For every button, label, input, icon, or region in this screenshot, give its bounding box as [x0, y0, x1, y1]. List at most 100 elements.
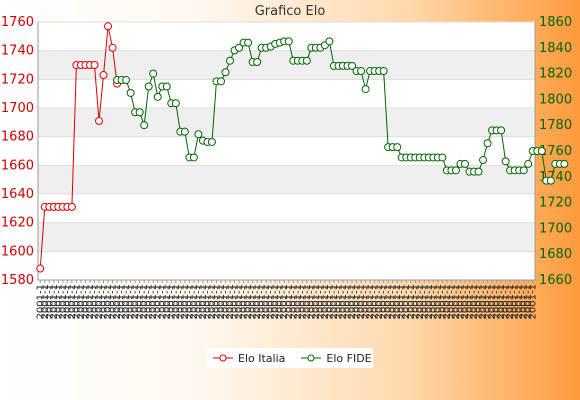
x-tick-label: 2001-1: [419, 284, 430, 319]
x-tick-label: 2001-1: [53, 284, 64, 319]
x-tick-label: 2001-1: [338, 284, 349, 319]
data-point-elo-fide: [560, 159, 569, 168]
data-point-elo-fide: [393, 143, 402, 152]
x-tick-label: 2001-1: [162, 284, 173, 319]
data-point-elo-fide: [194, 130, 203, 139]
x-tick-label: 2001-1: [216, 284, 227, 319]
x-tick-label: 2001-1: [266, 284, 277, 319]
x-tick-label: 2001-1: [62, 284, 73, 319]
x-tick-label: 2001-1: [415, 284, 426, 319]
x-tick-label: 2001-1: [302, 284, 313, 319]
x-tick-label: 2001-1: [279, 284, 290, 319]
left-tick-label: 1640: [1, 187, 34, 202]
x-tick-label: 2001-1: [76, 284, 87, 319]
data-point-elo-fide: [479, 156, 488, 165]
data-point-elo-fide: [348, 61, 357, 70]
legend-marker-elo-italia: [213, 354, 233, 362]
left-tick-label: 1580: [1, 273, 34, 288]
x-tick-label: 2001-1: [433, 284, 444, 319]
left-tick-label: 1680: [1, 130, 34, 145]
data-point-elo-italia: [36, 264, 45, 273]
x-tick-label: 2001-1: [446, 284, 457, 319]
data-point-elo-fide: [207, 137, 216, 146]
x-tick-label: 2001-1: [35, 284, 46, 319]
right-tick-label: 1780: [539, 118, 572, 133]
x-tick-label: 2001-1: [175, 284, 186, 319]
x-tick-label: 2001-1: [464, 284, 475, 319]
x-tick-label: 2001-1: [99, 284, 110, 319]
x-tick-label: 2001-1: [496, 284, 507, 319]
x-tick-label: 2001-1: [230, 284, 241, 319]
x-tick-label: 2001-1: [130, 284, 141, 319]
x-tick-label: 2001-1: [248, 284, 259, 319]
x-tick-label: 2001-1: [528, 284, 539, 319]
x-tick-label: 2001-1: [225, 284, 236, 319]
x-tick-label: 2001-1: [257, 284, 268, 319]
x-tick-label: 2001-1: [58, 284, 69, 319]
x-tick-label: 2001-1: [519, 284, 530, 319]
data-point-elo-italia: [104, 22, 113, 31]
x-tick-label: 2001-1: [184, 284, 195, 319]
x-tick-label: 2001-1: [460, 284, 471, 319]
x-tick-label: 2001-1: [410, 284, 421, 319]
data-point-elo-fide: [189, 153, 198, 162]
x-tick-label: 2001-1: [329, 284, 340, 319]
x-tick-label: 2001-1: [455, 284, 466, 319]
x-tick-label: 2001-1: [342, 284, 353, 319]
x-tick-label: 2001-1: [388, 284, 399, 319]
right-tick-label: 1840: [539, 41, 572, 56]
x-tick-label: 2001-1: [333, 284, 344, 319]
x-tick-label: 2001-1: [275, 284, 286, 319]
data-point-elo-fide: [357, 67, 366, 76]
data-point-elo-fide: [162, 82, 171, 91]
x-tick-label: 2001-1: [523, 284, 534, 319]
legend-item-elo-fide: Elo FIDE: [301, 351, 372, 365]
data-point-elo-fide: [497, 126, 506, 135]
x-tick-label: 2001-1: [365, 284, 376, 319]
x-tick-label: 2001-1: [117, 284, 128, 319]
data-point-elo-fide: [474, 167, 483, 176]
data-point-elo-fide: [379, 67, 388, 76]
x-tick-label: 2001-1: [221, 284, 232, 319]
data-point-elo-fide: [171, 99, 180, 108]
data-point-elo-fide: [216, 77, 225, 86]
x-tick-label: 2001-1: [180, 284, 191, 319]
x-tick-label: 2001-1: [189, 284, 200, 319]
x-tick-label: 2001-1: [510, 284, 521, 319]
x-tick-label: 2001-1: [139, 284, 150, 319]
x-tick-label: 2001-1: [40, 284, 51, 319]
x-tick-label: 2001-1: [270, 284, 281, 319]
x-tick-label: 2001-1: [469, 284, 480, 319]
legend-label-elo-fide: Elo FIDE: [326, 351, 372, 365]
x-tick-label: 2001-1: [193, 284, 204, 319]
data-point-elo-fide: [221, 68, 230, 77]
data-point-elo-fide: [284, 37, 293, 46]
x-tick-label: 2001-1: [44, 284, 55, 319]
x-tick-label: 2001-1: [284, 284, 295, 319]
x-tick-label: 2001-1: [121, 284, 132, 319]
x-tick-label: 2001-1: [157, 284, 168, 319]
left-tick-label: 1620: [1, 216, 34, 231]
x-tick-label: 2001-1: [478, 284, 489, 319]
right-tick-label: 1720: [539, 196, 572, 211]
data-point-elo-fide: [253, 57, 262, 66]
right-tick-label: 1800: [539, 92, 572, 107]
x-tick-label: 2001-1: [437, 284, 448, 319]
left-tick-label: 1760: [1, 15, 34, 30]
x-tick-label: 2001-1: [297, 284, 308, 319]
data-point-elo-fide: [226, 56, 235, 65]
x-tick-label: 2001-1: [356, 284, 367, 319]
data-point-elo-fide: [135, 108, 144, 117]
x-tick-label: 2001-1: [442, 284, 453, 319]
data-point-elo-fide: [140, 121, 149, 130]
chart-title: Grafico Elo: [254, 4, 326, 19]
x-tick-label: 2001-1: [80, 284, 91, 319]
x-tick-label: 2001-1: [148, 284, 159, 319]
chart-legend: Elo Italia Elo FIDE: [207, 348, 373, 368]
left-tick-label: 1720: [1, 72, 34, 87]
data-point-elo-fide: [451, 166, 460, 175]
x-tick-label: 2001-1: [288, 284, 299, 319]
x-tick-label: 2001-1: [451, 284, 462, 319]
x-tick-label: 2001-1: [406, 284, 417, 319]
